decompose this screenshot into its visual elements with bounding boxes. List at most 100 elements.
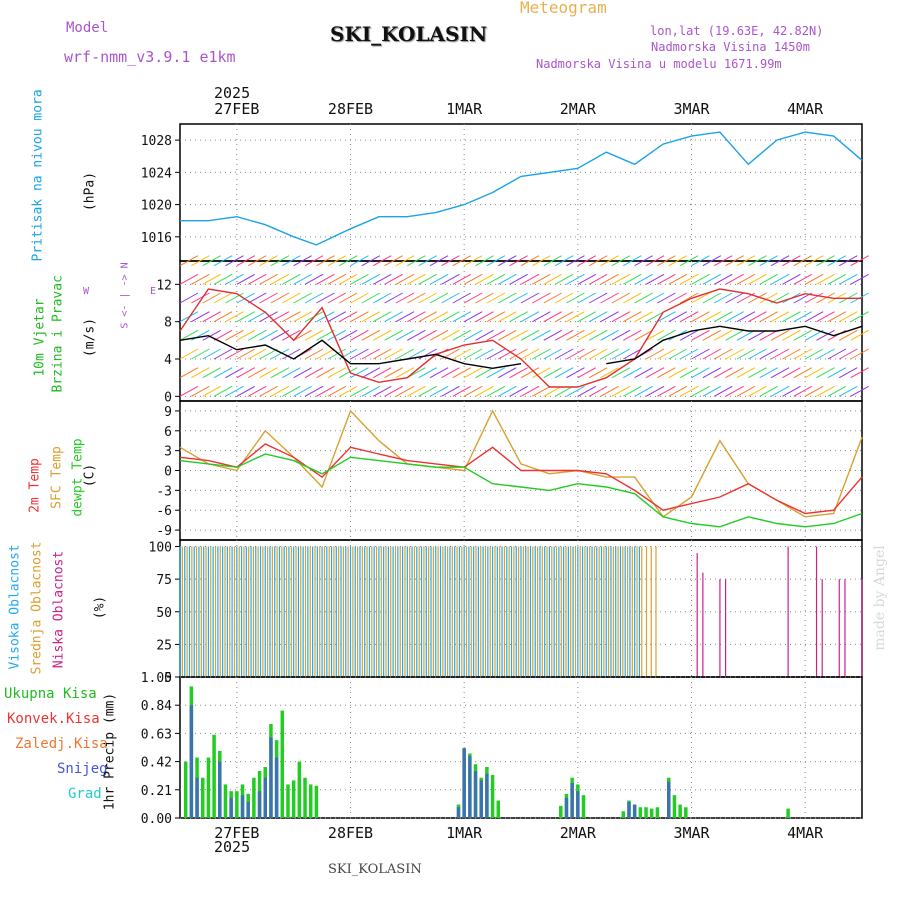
wind-barb (338, 292, 358, 304)
wind-barb (782, 311, 801, 323)
wind-barb (498, 273, 517, 285)
wind-barb (543, 367, 562, 379)
wind-barb (577, 367, 597, 379)
wind-barb (725, 311, 744, 323)
wind-barb (407, 329, 426, 341)
wind-barb (418, 255, 437, 267)
wind-barb (725, 348, 744, 360)
precip-total-bar (314, 785, 319, 818)
wind-barb (691, 311, 710, 323)
wind-barb (202, 273, 221, 285)
wind-barb (270, 273, 290, 285)
wind-barb (588, 329, 608, 341)
wind-barb (793, 385, 813, 397)
wind-barb (372, 367, 392, 379)
y-tick-label: 0 (164, 671, 172, 686)
wind-barb (520, 385, 540, 397)
wind-barb (736, 367, 756, 379)
wind-barb (770, 367, 790, 379)
wind-barb (713, 348, 733, 360)
wind-barb (509, 255, 528, 267)
wind-barb (611, 311, 631, 323)
wind-barb (247, 385, 267, 397)
wind-barb (645, 385, 665, 397)
precip-snow-bar (627, 801, 631, 818)
wind-barb (509, 273, 528, 285)
wind-barb (577, 385, 597, 397)
wind-barb (850, 385, 869, 397)
wind-barb (645, 329, 665, 341)
wind-barb (304, 292, 324, 304)
wind-barb (645, 367, 665, 379)
wind-barb (418, 329, 437, 341)
wind-barb (657, 273, 676, 285)
wind-barb (395, 348, 415, 360)
wind-barb (213, 311, 233, 323)
precip-total-bar (638, 807, 643, 818)
wind-barb (725, 367, 744, 379)
wind-barb (577, 348, 597, 360)
wind-barb (839, 385, 858, 397)
elevation-label: Nadmorska Visina 1450m (651, 40, 810, 54)
wind-barb (668, 255, 688, 267)
wind-barb (270, 348, 290, 360)
wind-barb (395, 311, 415, 323)
wind-barb (543, 292, 562, 304)
wind-barb (191, 255, 210, 267)
wind-barb (816, 311, 835, 323)
wind-barb (236, 311, 256, 323)
date-label-top: 2MAR (560, 100, 597, 118)
y-tick-label: 8 (164, 316, 172, 331)
wind-barb (748, 385, 767, 397)
wind-speed-series-line (179, 325, 863, 370)
wind-barb (554, 255, 574, 267)
date-label-bottom: 1MAR (446, 824, 483, 842)
wind-barb (429, 255, 449, 267)
wind-barb (418, 292, 437, 304)
wind-barb (486, 385, 506, 397)
wind-barb (395, 292, 415, 304)
wind-barb (759, 367, 778, 379)
wind-barb (782, 255, 801, 267)
wind-barb (566, 311, 585, 323)
wind-barb (384, 292, 403, 304)
wind-barb (475, 292, 494, 304)
wind-barb (520, 329, 540, 341)
wind-barb (691, 348, 710, 360)
wind-barb (850, 367, 869, 379)
wind-barb (304, 385, 324, 397)
wind-barb (588, 385, 608, 397)
wind-barb (236, 292, 256, 304)
wind-barb (668, 292, 688, 304)
date-label-bottom: 27FEB (214, 824, 259, 842)
wind-barb (804, 292, 824, 304)
wind-barb (588, 311, 608, 323)
wind-barb (611, 329, 631, 341)
wind-barb (316, 367, 335, 379)
wind-barb (327, 292, 347, 304)
wind-barb (452, 292, 472, 304)
wind-barb (384, 385, 403, 397)
wind-barb (293, 367, 312, 379)
precip-total-bar (684, 807, 688, 818)
wind-barb (259, 367, 278, 379)
wind-barb (225, 292, 244, 304)
wind-barb (634, 292, 653, 304)
wind-barb (350, 255, 369, 267)
wind-barb (600, 311, 619, 323)
wind-barb (566, 255, 585, 267)
wind-barb (463, 273, 483, 285)
wind-barb (350, 367, 369, 379)
wind-barb (429, 329, 449, 341)
wind-barb (384, 255, 403, 267)
wind-barb (736, 329, 756, 341)
panel-precip (175, 676, 863, 819)
wind-barb (532, 311, 551, 323)
wind-barb (225, 348, 244, 360)
wind-barb (213, 255, 233, 267)
wind-barb (509, 348, 528, 360)
wind-barb (384, 367, 403, 379)
wind-barb (543, 385, 562, 397)
panel-temperature (175, 400, 863, 541)
